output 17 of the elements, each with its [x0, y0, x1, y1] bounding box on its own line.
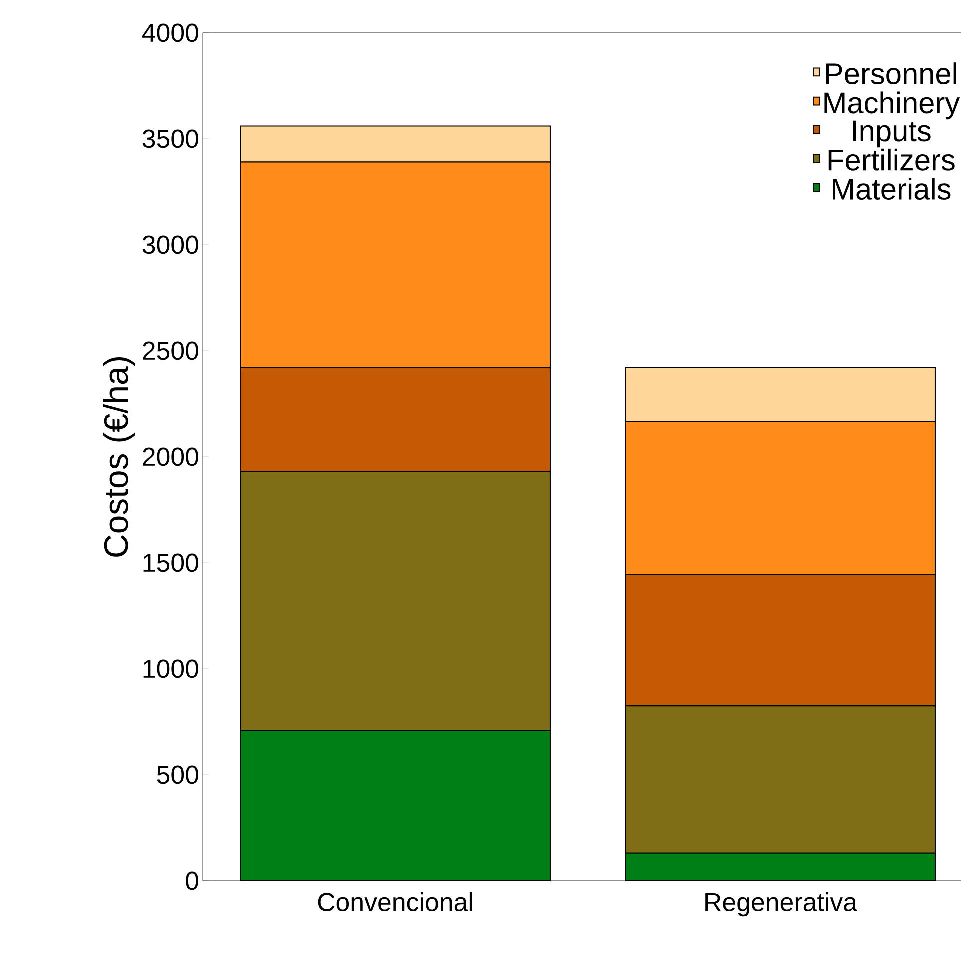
- y-tick-label: 2000: [143, 448, 198, 466]
- legend-label: Materials: [833, 178, 951, 200]
- y-tick-label: 0: [186, 872, 198, 890]
- x-tick-label: Regenerativa: [706, 892, 858, 917]
- x-tick-label: Convencional: [318, 892, 472, 912]
- y-tick-label: 1000: [144, 660, 198, 678]
- y-axis-title: Costos (€/ha): [103, 357, 136, 557]
- legend-label: Fertilizers: [828, 148, 955, 171]
- y-tick-label: 3000: [142, 236, 198, 254]
- y-tick-label: 3500: [142, 130, 198, 148]
- y-tick-label: 1500: [144, 554, 198, 572]
- y-tick-label: 2500: [143, 342, 198, 360]
- legend-label: Personnel: [826, 62, 956, 85]
- y-tick-label: 4000: [142, 24, 198, 42]
- y-tick-label: 500: [157, 766, 198, 784]
- legend-label: Inputs: [853, 120, 931, 148]
- legend-label: Machinery: [824, 92, 960, 120]
